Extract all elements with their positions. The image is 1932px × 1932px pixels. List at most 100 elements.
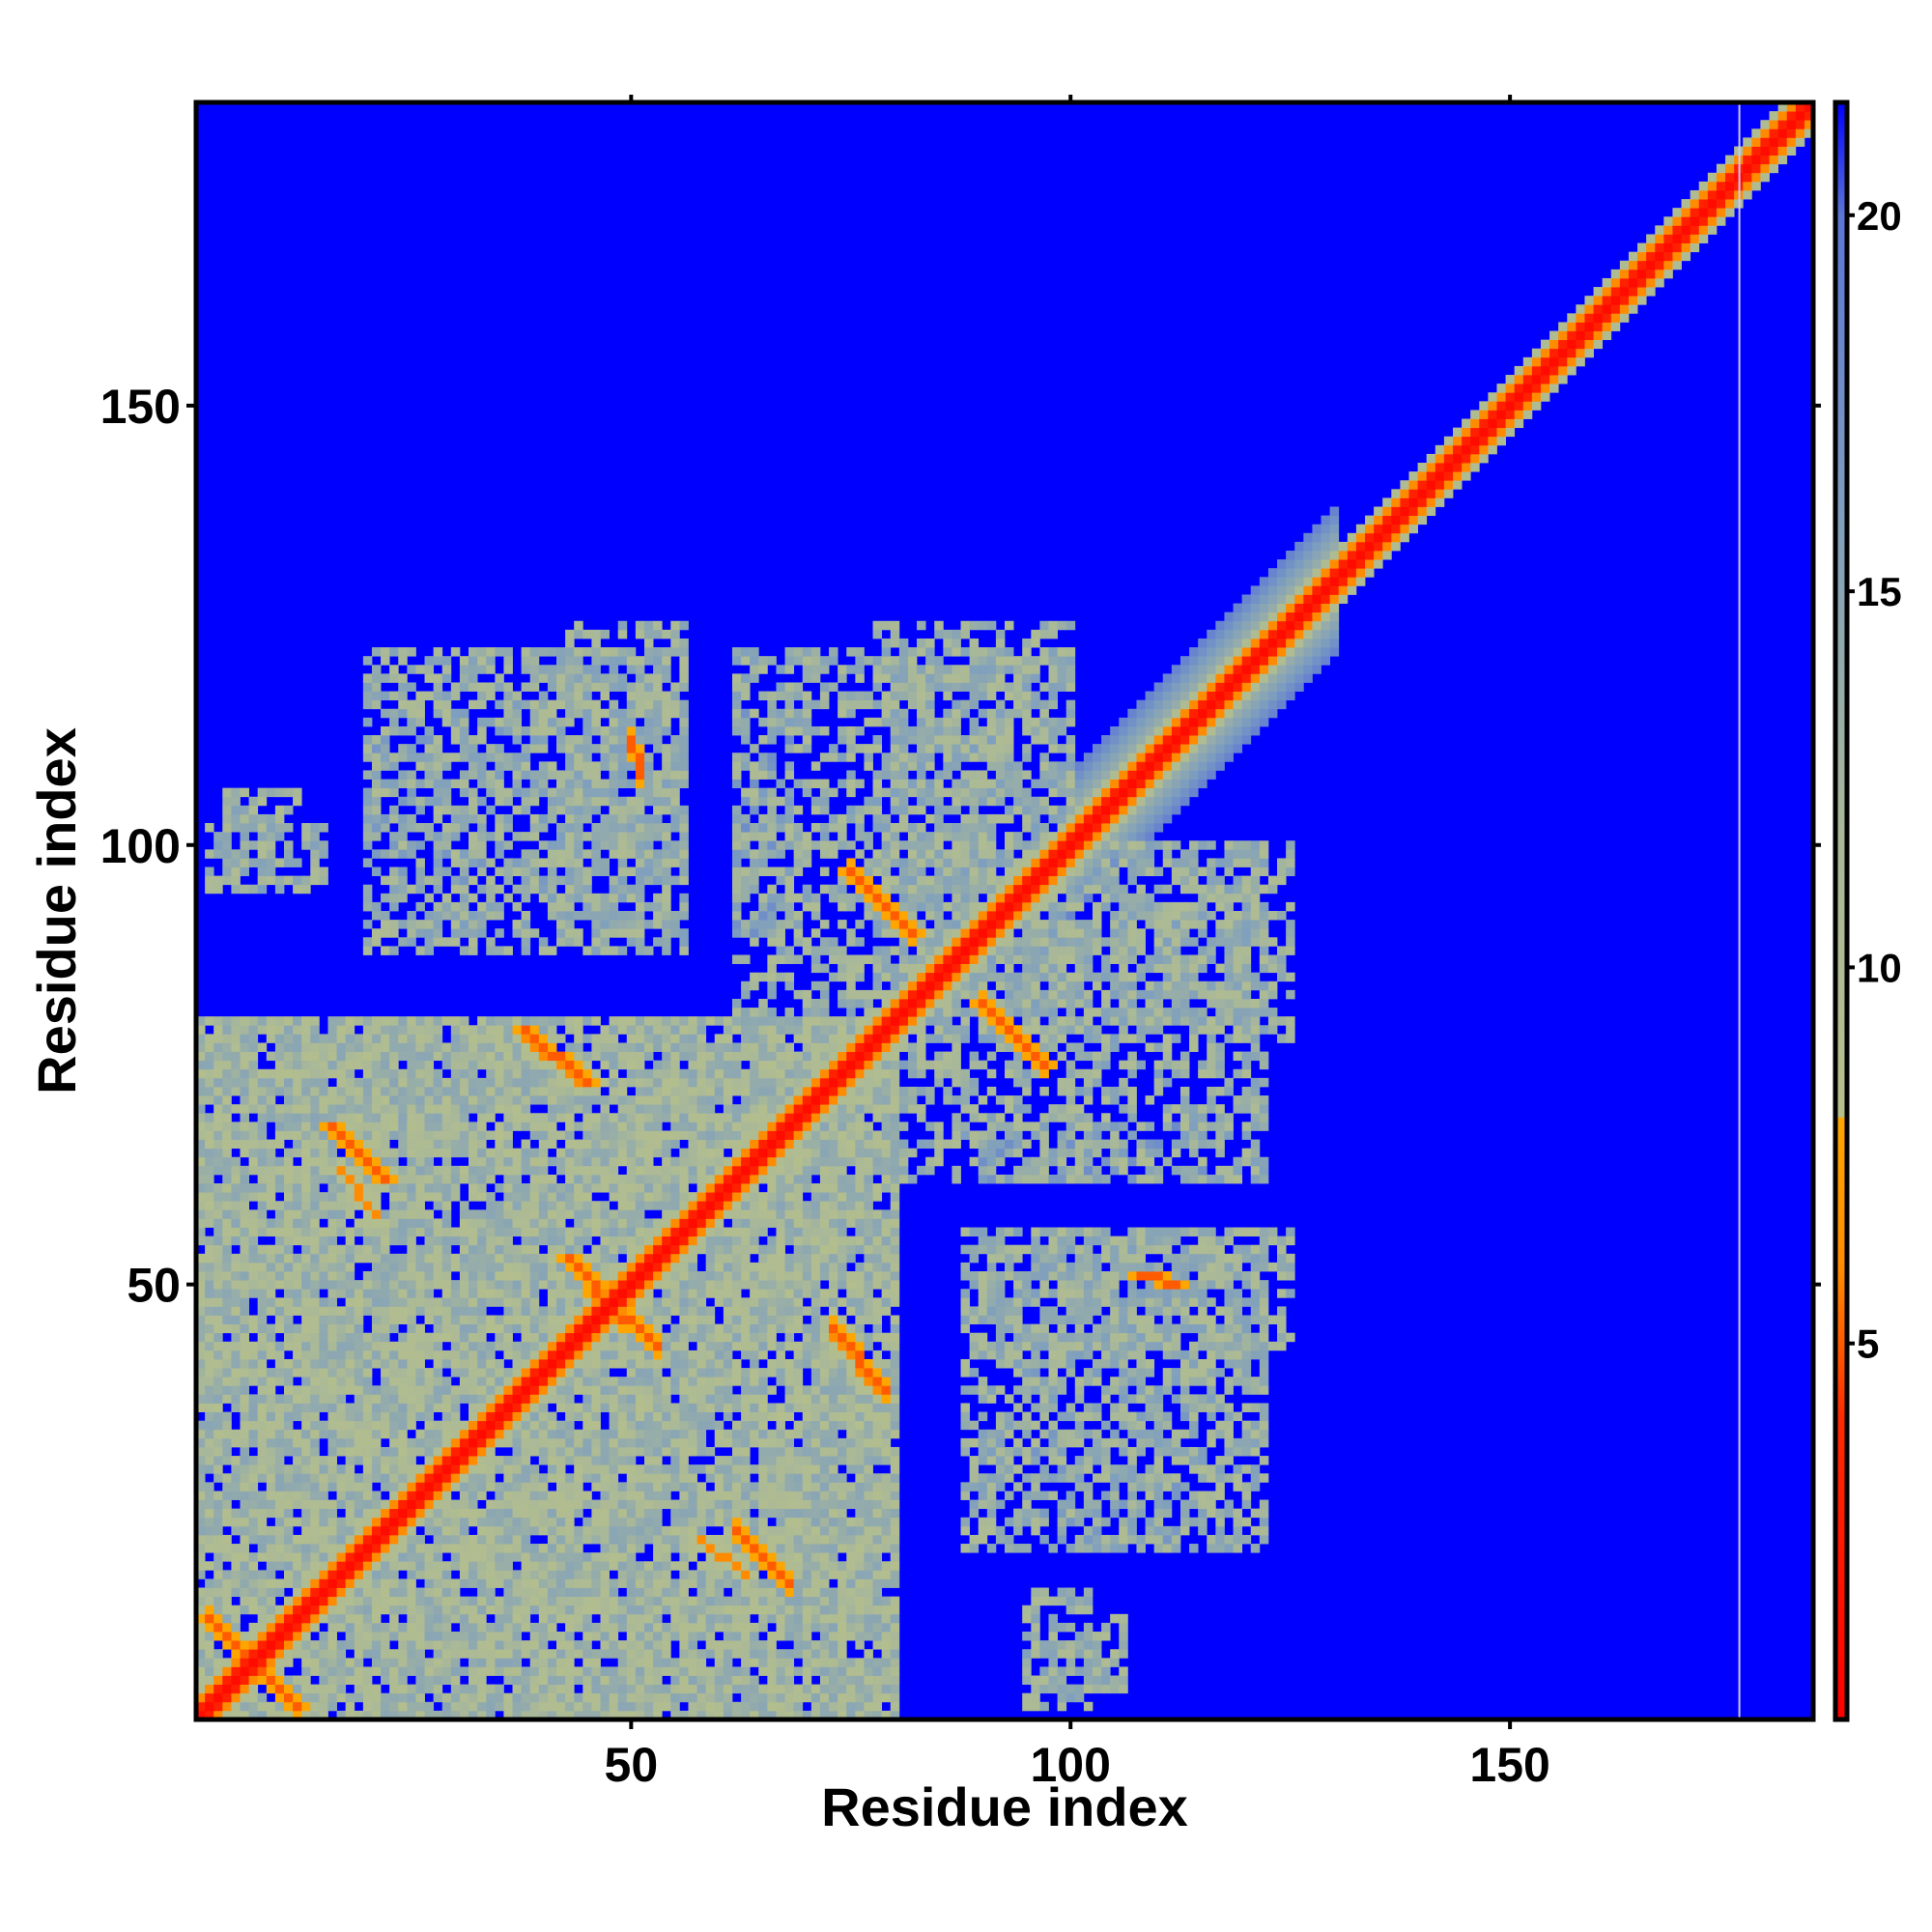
heatmap-cell [205, 1482, 214, 1492]
heatmap-cell [767, 1605, 777, 1615]
heatmap-cell [222, 1385, 232, 1395]
heatmap-cell [872, 1297, 883, 1307]
heatmap-cell [1224, 1332, 1234, 1343]
heatmap-cell [679, 1710, 689, 1720]
heatmap-cell [336, 1517, 347, 1527]
heatmap-cell [283, 1262, 294, 1272]
heatmap-cell [283, 1464, 294, 1474]
heatmap-cell [415, 1692, 425, 1703]
heatmap-cell [459, 1710, 469, 1720]
heatmap-cell [1153, 1482, 1164, 1492]
heatmap-cell [398, 1491, 408, 1500]
heatmap-cell [407, 1666, 416, 1676]
heatmap-cell [266, 1385, 276, 1395]
heatmap-cell [986, 1306, 997, 1316]
heatmap-cell [486, 1587, 496, 1598]
heatmap-cell [301, 1605, 311, 1615]
heatmap-cell [477, 1632, 487, 1641]
heatmap-cell [1119, 1411, 1128, 1422]
heatmap-cell [872, 1517, 883, 1527]
heatmap-cell [626, 1403, 637, 1412]
heatmap-cell [617, 1491, 628, 1500]
heatmap-cell [846, 1332, 856, 1343]
heatmap-cell [1013, 1385, 1023, 1395]
heatmap-cell [723, 1684, 733, 1694]
heatmap-cell [1092, 1446, 1102, 1457]
heatmap-cell [741, 1649, 751, 1659]
heatmap-cell [838, 1587, 847, 1598]
heatmap-cell [283, 1297, 294, 1307]
heatmap-cell [819, 1394, 830, 1404]
heatmap-cell [538, 1544, 549, 1553]
heatmap-cell [653, 1473, 663, 1483]
heatmap-cell [381, 1666, 390, 1676]
heatmap-cell [538, 1280, 549, 1290]
heatmap-cell [293, 1491, 302, 1500]
heatmap-cell [600, 1596, 610, 1606]
heatmap-cell [662, 1534, 671, 1545]
heatmap-cell [741, 1552, 751, 1562]
heatmap-cell [1224, 1341, 1234, 1351]
heatmap-cell [1224, 1271, 1234, 1281]
heatmap-cell [1065, 1341, 1076, 1351]
heatmap-cell [371, 1525, 382, 1536]
heatmap-cell [222, 1622, 232, 1633]
heatmap-cell [829, 1306, 838, 1316]
heatmap-cell [450, 1253, 461, 1264]
heatmap-cell [758, 1473, 768, 1483]
heatmap-cell [617, 1570, 628, 1579]
heatmap-cell [240, 1508, 249, 1519]
heatmap-cell [1083, 1632, 1094, 1641]
heatmap-cell [336, 1289, 347, 1298]
heatmap-cell [1215, 1280, 1225, 1290]
heatmap-cell [310, 1323, 320, 1334]
heatmap-cell [547, 1710, 557, 1720]
heatmap-cell [398, 1332, 408, 1343]
heatmap-cell [486, 1377, 496, 1386]
heatmap-cell [354, 1675, 364, 1686]
heatmap-cell [1215, 1429, 1225, 1439]
heatmap-cell [310, 1464, 320, 1474]
heatmap-cell [1250, 1289, 1261, 1298]
heatmap-cell [495, 1437, 504, 1448]
heatmap-cell [714, 1508, 724, 1519]
heatmap-cell [670, 1464, 680, 1474]
heatmap-cell [662, 1446, 671, 1457]
heatmap-cell [758, 1394, 768, 1404]
heatmap-cell [741, 1332, 751, 1343]
heatmap-cell [310, 1499, 320, 1510]
heatmap-cell [829, 1244, 838, 1255]
heatmap-cell [670, 1561, 680, 1571]
heatmap-cell [872, 1456, 883, 1465]
heatmap-cell [381, 1411, 390, 1422]
heatmap-cell [846, 1622, 856, 1633]
heatmap-cell [1162, 1411, 1173, 1422]
heatmap-cell [310, 1596, 320, 1606]
heatmap-cell [556, 1368, 566, 1378]
heatmap-cell [565, 1368, 575, 1378]
heatmap-cell [529, 1464, 540, 1474]
heatmap-cell [1031, 1622, 1040, 1633]
heatmap-cell [441, 1244, 452, 1255]
heatmap-cell [784, 1464, 795, 1474]
heatmap-cell [1031, 1491, 1040, 1500]
heatmap-cell [810, 1368, 821, 1378]
heatmap-cell [793, 1323, 804, 1334]
heatmap-cell [319, 1578, 328, 1588]
heatmap-cell [829, 1534, 838, 1545]
heatmap-cell [784, 1605, 795, 1615]
heatmap-cell [864, 1262, 873, 1272]
heatmap-cell [872, 1525, 883, 1536]
heatmap-cell [855, 1332, 865, 1343]
heatmap-cell [319, 1341, 328, 1351]
heatmap-cell [1074, 1271, 1085, 1281]
heatmap-cell [705, 1605, 716, 1615]
heatmap-cell [582, 1632, 592, 1641]
heatmap-cell [679, 1596, 689, 1606]
heatmap-cell [529, 1315, 540, 1324]
heatmap-cell [838, 1315, 847, 1324]
heatmap-cell [213, 1429, 223, 1439]
heatmap-cell [819, 1517, 830, 1527]
heatmap-cell [1162, 1297, 1173, 1307]
heatmap-cell [310, 1271, 320, 1281]
